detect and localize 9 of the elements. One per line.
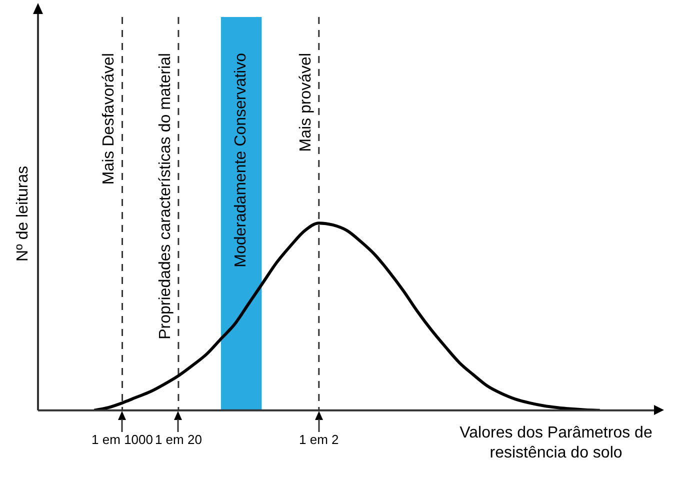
ref-line-label: Mais Desfavorável (100, 53, 118, 185)
annotation: Moderadamente Conservativo (232, 52, 250, 268)
x-axis-title: Valores dos Parâmetros de resistência do solo (460, 424, 652, 462)
ref-line-label: Propriedades características do material (156, 53, 174, 340)
ref-line-label: Mais provável (297, 53, 314, 152)
x-tick-label: 1 em 2 (299, 432, 339, 447)
x-tick-label: 1 em 1000 (92, 432, 153, 447)
y-axis-title: Nº de leituras (14, 166, 32, 262)
x-tick-label: 1 em 20 (154, 432, 202, 447)
